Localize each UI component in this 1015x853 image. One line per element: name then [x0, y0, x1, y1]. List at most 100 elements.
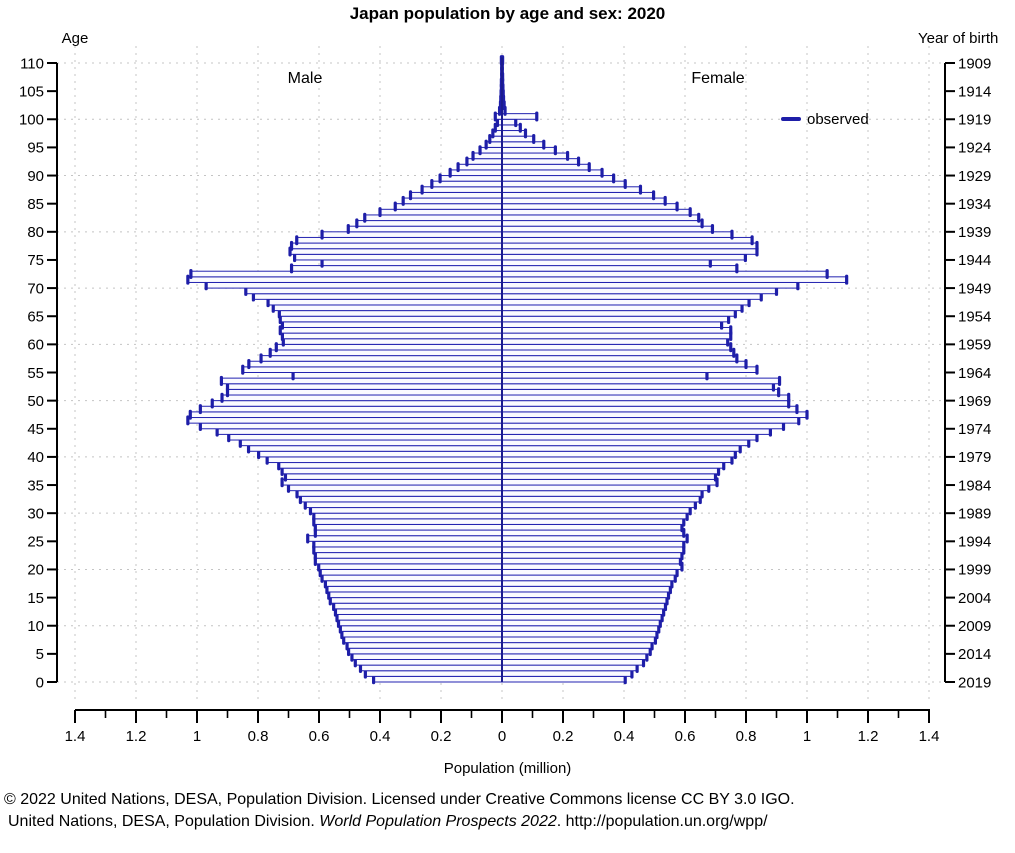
bar-male-age-43	[228, 433, 503, 441]
bar-male-age-41	[248, 445, 503, 452]
x-axis-title: Population (million)	[443, 760, 572, 777]
bar-male-age-19	[319, 568, 503, 576]
bar-male-age-61	[281, 332, 503, 340]
bar-male-age-42	[239, 439, 503, 447]
year-tick-label: 1939	[958, 224, 991, 241]
bar-male-age-50	[221, 394, 503, 402]
bar-male-age-18	[321, 574, 503, 582]
bar-female-age-71	[501, 276, 848, 283]
bar-female-age-2	[501, 664, 638, 672]
chart-title: Japan population by age and sex: 2020	[349, 4, 666, 23]
bar-female-age-83	[501, 208, 691, 216]
bar-female-age-73	[501, 265, 738, 272]
bar-female-age-98	[501, 124, 521, 132]
bar-female-age-49	[501, 400, 790, 407]
year-tick-label: 2014	[958, 646, 991, 663]
bar-female-age-43	[501, 433, 758, 441]
year-tick-label: 1929	[958, 168, 991, 185]
bar-male-age-44	[216, 428, 503, 435]
bar-male-age-23	[313, 546, 503, 554]
population-tick-label: 0	[498, 728, 506, 745]
bar-female-age-52	[501, 383, 774, 390]
legend: observed	[781, 110, 869, 128]
bar-female-age-7	[501, 636, 656, 644]
bar-female-age-68	[501, 293, 762, 300]
bar-female-age-62	[501, 326, 732, 334]
bar-female-age-45	[501, 422, 785, 430]
bar-male-age-72	[190, 270, 503, 278]
year-of-birth-axis-title: Year of birth	[918, 30, 999, 47]
bar-male-age-57	[260, 355, 503, 362]
bar-female-age-51	[501, 388, 780, 396]
bar-female-age-65	[501, 310, 736, 317]
bar-male-age-49	[211, 400, 503, 407]
bar-female-age-88	[501, 180, 626, 188]
bar-female-age-55	[501, 366, 758, 374]
bar-female-age-1	[501, 670, 633, 677]
population-tick-label: 0.6	[309, 728, 330, 745]
bar-male-age-87	[421, 186, 503, 193]
age-tick-label: 20	[27, 562, 44, 579]
bar-female-age-53	[501, 377, 781, 385]
bar-male-age-30	[309, 507, 503, 514]
bar-female-age-23	[501, 546, 685, 554]
bar-female-age-21	[501, 557, 681, 565]
year-tick-label: 1919	[958, 112, 991, 129]
bar-male-age-4	[351, 653, 503, 660]
bar-female-age-27	[501, 523, 683, 531]
population-tick-label: 1.2	[858, 728, 879, 745]
bar-male-age-16	[326, 585, 503, 593]
year-tick-label: 2004	[958, 590, 991, 607]
bar-male-age-37	[281, 467, 503, 475]
year-tick-label: 1909	[958, 55, 991, 72]
bar-male-age-94	[479, 146, 503, 154]
bar-male-age-86	[410, 191, 503, 199]
bar-female-age-54	[501, 372, 708, 379]
age-tick-label: 60	[27, 337, 44, 354]
bar-male-age-93	[472, 152, 503, 160]
legend-line-swatch-icon	[781, 117, 801, 121]
bar-female-age-77	[501, 242, 758, 250]
bar-male-age-74	[321, 259, 503, 267]
bar-female-age-79	[501, 231, 733, 238]
bar-male-age-54	[292, 372, 503, 379]
bar-female-age-91	[501, 163, 590, 171]
bar-female-age-17	[501, 580, 673, 587]
bar-female-age-78	[501, 236, 753, 244]
bar-female-age-75	[501, 253, 746, 261]
bar-male-age-6	[346, 642, 503, 649]
bar-female-age-89	[501, 175, 615, 182]
bar-male-age-1	[364, 670, 503, 677]
bar-male-age-40	[258, 450, 503, 458]
bar-female-age-33	[501, 490, 703, 497]
attribution-line-2: United Nations, DESA, Population Divisio…	[4, 811, 1012, 833]
bar-female-age-90	[501, 169, 603, 177]
population-tick-label: 1	[193, 728, 201, 745]
bar-male-age-24	[313, 540, 503, 548]
population-tick-label: 0.4	[614, 728, 635, 745]
bar-female-age-12	[501, 608, 665, 615]
bar-female-age-85	[501, 197, 666, 205]
bar-male-age-84	[394, 203, 503, 210]
bar-male-age-59	[275, 343, 503, 351]
bar-female-age-93	[501, 152, 569, 160]
bar-male-age-60	[282, 338, 503, 345]
bar-female-age-44	[501, 428, 771, 435]
bar-male-age-56	[248, 360, 503, 368]
bar-male-age-88	[431, 180, 503, 188]
bar-male-age-63	[281, 321, 503, 328]
bar-male-age-75	[294, 253, 503, 261]
bar-male-age-65	[278, 310, 503, 317]
age-tick-label: 50	[27, 393, 44, 410]
year-tick-label: 1984	[958, 477, 991, 494]
age-tick-label: 55	[27, 365, 44, 382]
bar-male-age-15	[328, 591, 503, 599]
population-tick-label: 0.8	[736, 728, 757, 745]
bar-male-age-20	[318, 563, 503, 570]
bar-female-age-82	[501, 214, 700, 222]
bar-male-age-46	[187, 417, 503, 424]
bar-female-age-37	[501, 467, 720, 475]
legend-label: observed	[807, 110, 869, 128]
bar-male-age-17	[324, 580, 503, 587]
year-tick-label: 1934	[958, 196, 991, 213]
